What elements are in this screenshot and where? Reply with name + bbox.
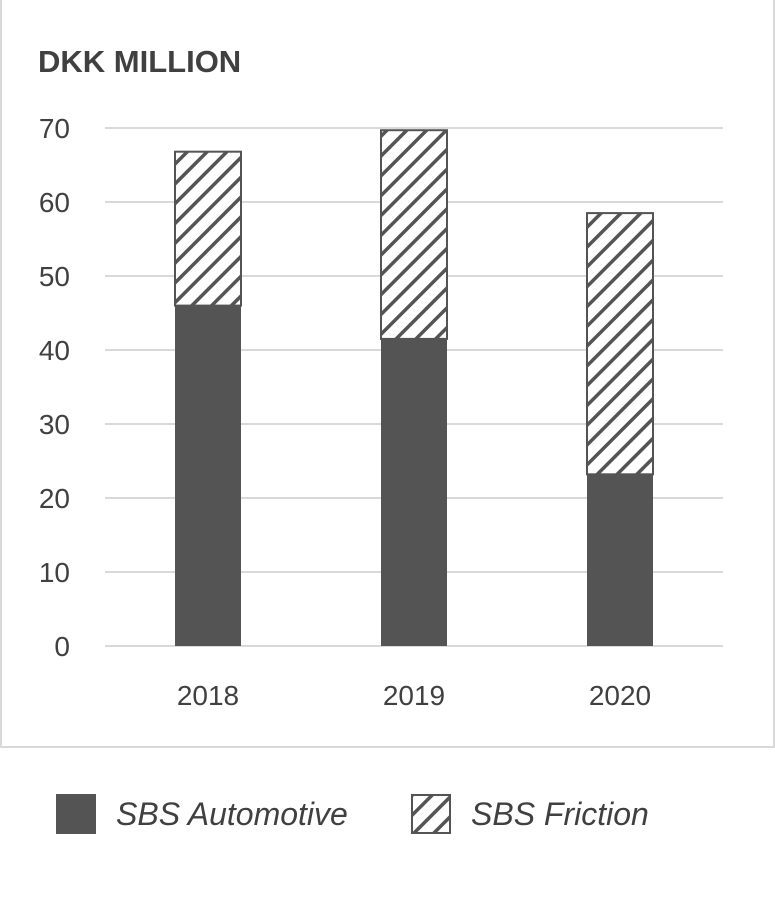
y-tick-label: 10 (39, 557, 70, 588)
y-tick-label: 70 (39, 113, 70, 144)
x-tick-label: 2018 (177, 680, 239, 711)
bar-sbs-friction-2018 (174, 150, 242, 307)
y-tick-label: 0 (54, 631, 70, 662)
legend-label: SBS Automotive (116, 795, 348, 832)
bar-sbs-friction-2019 (380, 129, 448, 340)
legend-item-sbs-automotive: SBS Automotive (56, 792, 348, 836)
y-axis-ticks: 0 10 20 30 40 50 60 70 (39, 113, 70, 662)
y-tick-label: 50 (39, 261, 70, 292)
y-tick-label: 30 (39, 409, 70, 440)
bar-sbs-friction-2020 (586, 212, 654, 476)
bar-sbs-automotive-2018 (175, 305, 241, 646)
bar-sbs-automotive-2019 (381, 338, 447, 646)
stacked-bar-chart: DKK MILLION 0 10 20 30 40 50 60 70 2018 2019 2020 (38, 44, 723, 711)
legend-swatch-solid (56, 794, 96, 834)
y-tick-label: 40 (39, 335, 70, 366)
chart-title: DKK MILLION (38, 44, 241, 79)
y-tick-label: 20 (39, 483, 70, 514)
chart-frame (0, 0, 775, 748)
x-tick-label: 2019 (383, 680, 445, 711)
bar-sbs-automotive-2020 (587, 474, 653, 646)
legend: SBS Automotive SBS Friction (0, 770, 775, 860)
legend-item-sbs-friction: SBS Friction (411, 792, 649, 836)
x-tick-label: 2020 (589, 680, 651, 711)
x-axis-ticks: 2018 2019 2020 (177, 680, 651, 711)
y-tick-label: 60 (39, 187, 70, 218)
legend-label: SBS Friction (471, 795, 649, 832)
bars (174, 129, 654, 646)
legend-swatch-hatched (411, 794, 451, 834)
